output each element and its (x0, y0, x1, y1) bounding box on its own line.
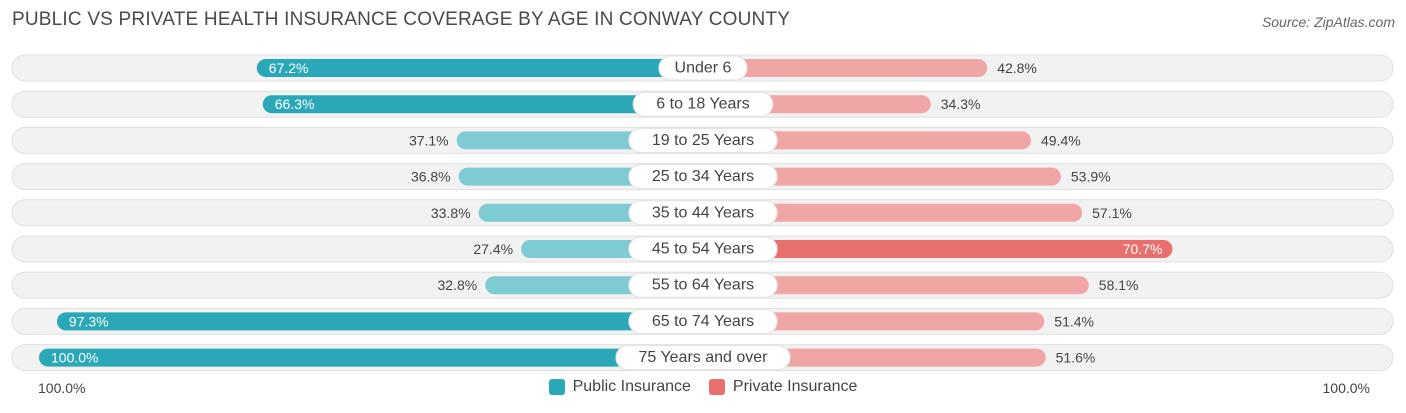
source-label: Source: ZipAtlas.com (1261, 14, 1395, 30)
value-label-private-65-to-74-years: 51.4% (1054, 313, 1094, 329)
category-label-25-to-34-years: 25 to 34 Years (652, 168, 754, 185)
category-label-55-to-64-years: 55 to 64 Years (652, 277, 754, 294)
category-label-19-to-25-years: 19 to 25 Years (652, 132, 754, 149)
value-label-private-35-to-44-years: 57.1% (1092, 205, 1132, 221)
legend-swatch-public (548, 379, 565, 395)
value-label-private-55-to-64-years: 58.1% (1099, 277, 1139, 293)
chart-canvas: 67.2% 42.8% Under 6 66.3% 34.3% 6 to 18 Years… (11, 54, 1394, 372)
bar-public-75-years-and-over (39, 348, 703, 367)
value-label-private-19-to-25-years: 49.4% (1041, 132, 1081, 148)
category-pill-25-to-34-years (628, 164, 778, 190)
value-label-public-under-6: 67.2% (269, 60, 309, 76)
value-label-public-25-to-34-years: 36.8% (411, 169, 451, 185)
category-pill-19-to-25-years (628, 127, 778, 153)
value-label-public-65-to-74-years: 97.3% (69, 313, 109, 329)
bar-private-45-to-54-years (703, 240, 1173, 258)
chart-title: PUBLIC VS PRIVATE HEALTH INSURANCE COVER… (12, 9, 791, 30)
category-pill-35-to-44-years (628, 200, 778, 226)
bar-public-65-to-74-years (56, 312, 704, 331)
category-label-75-years-and-over: 75 Years and over (639, 349, 769, 366)
bar-private-55-to-64-years (703, 276, 1089, 295)
value-label-public-19-to-25-years: 37.1% (409, 132, 449, 148)
legend-label-private: Private Insurance (732, 378, 858, 395)
category-label-65-to-74-years: 65 to 74 Years (652, 313, 754, 330)
value-label-private-45-to-54-years: 70.7% (1123, 241, 1163, 257)
bar-private-25-to-34-years (703, 167, 1061, 186)
value-label-public-35-to-44-years: 33.8% (431, 205, 471, 221)
category-pill-under-6 (658, 55, 748, 81)
bar-private-19-to-25-years (703, 131, 1032, 150)
value-label-private-6-to-18-years: 34.3% (941, 96, 981, 112)
category-label-6-to-18-years: 6 to 18 Years (656, 96, 749, 113)
bar-private-65-to-74-years (703, 312, 1045, 331)
category-pill-75-years-and-over (615, 345, 791, 371)
category-label-35-to-44-years: 35 to 44 Years (652, 204, 754, 221)
bar-public-6-to-18-years (262, 95, 703, 114)
legend-swatch-private (708, 379, 725, 395)
value-label-public-75-years-and-over: 100.0% (51, 350, 98, 366)
value-label-private-25-to-34-years: 53.9% (1071, 169, 1111, 185)
category-label-under-6: Under 6 (675, 60, 732, 77)
value-label-public-6-to-18-years: 66.3% (275, 96, 315, 112)
category-pill-55-to-64-years (628, 272, 778, 298)
axis-right-label: 100.0% (1322, 380, 1370, 396)
category-pill-45-to-54-years (628, 236, 778, 262)
legend: Public Insurance Private Insurance (0, 378, 1406, 396)
category-pill-65-to-74-years (628, 308, 778, 334)
bar-private-under-6 (703, 59, 988, 77)
value-label-private-under-6: 42.8% (997, 60, 1037, 76)
category-pill-6-to-18-years (632, 91, 774, 117)
value-label-public-45-to-54-years: 27.4% (473, 241, 513, 257)
axis-left-label: 100.0% (38, 380, 86, 396)
category-label-45-to-54-years: 45 to 54 Years (652, 241, 754, 258)
value-label-public-55-to-64-years: 32.8% (438, 277, 478, 293)
legend-item-public[interactable]: Public Insurance (548, 378, 691, 396)
legend-item-private[interactable]: Private Insurance (708, 378, 858, 396)
bar-private-35-to-44-years (703, 203, 1083, 222)
legend-label-public: Public Insurance (572, 378, 691, 395)
value-label-private-75-years-and-over: 51.6% (1056, 350, 1096, 366)
bar-public-under-6 (256, 59, 703, 77)
